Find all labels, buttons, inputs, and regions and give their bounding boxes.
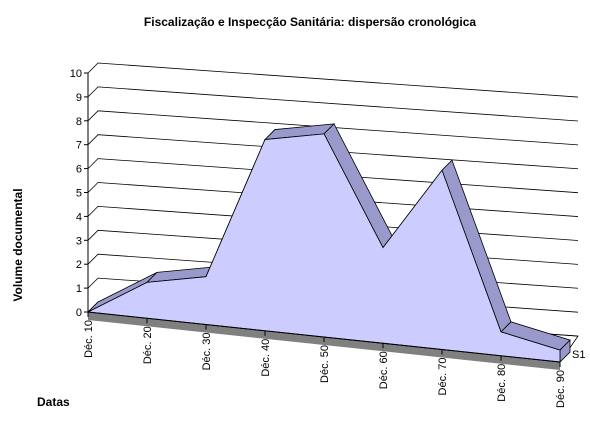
x-tick-label: Déc. 70: [437, 358, 449, 396]
y-tick-label: 10: [70, 68, 82, 80]
x-tick-label: Déc. 20: [142, 326, 154, 364]
x-tick-label: Déc. 40: [260, 339, 272, 377]
legend-label: S1: [572, 349, 585, 361]
x-tick-label: Déc. 60: [378, 351, 390, 389]
y-tick-label: 1: [76, 283, 82, 295]
grid-line: [87, 86, 579, 122]
area: [86, 133, 561, 363]
x-tick-label: Déc. 50: [319, 345, 331, 383]
x-axis-title: Datas: [37, 395, 70, 409]
grid-line: [87, 134, 579, 170]
y-tick-label: 3: [76, 235, 82, 247]
y-tick-label: 8: [76, 116, 82, 128]
chart-title: Fiscalização e Inspecção Sanitária: disp…: [144, 15, 476, 29]
y-axis-title: Volume documental: [11, 188, 25, 301]
y-tick-label: 9: [76, 92, 82, 104]
y-tick-label: 0: [76, 307, 82, 319]
y-tick-label: 4: [76, 211, 82, 223]
grid-line: [87, 158, 579, 194]
grid-line: [87, 62, 579, 98]
y-tick-label: 5: [76, 188, 82, 200]
grid-line: [87, 110, 579, 146]
x-tick-label: Déc. 90: [555, 370, 567, 408]
y-tick-label: 2: [76, 259, 82, 271]
x-tick-label: Déc. 80: [496, 364, 508, 402]
y-tick-label: 7: [76, 140, 82, 152]
x-tick-label: Déc. 10: [83, 320, 95, 358]
y-tick-label: 6: [76, 164, 82, 176]
x-tick-label: Déc. 30: [201, 333, 213, 371]
